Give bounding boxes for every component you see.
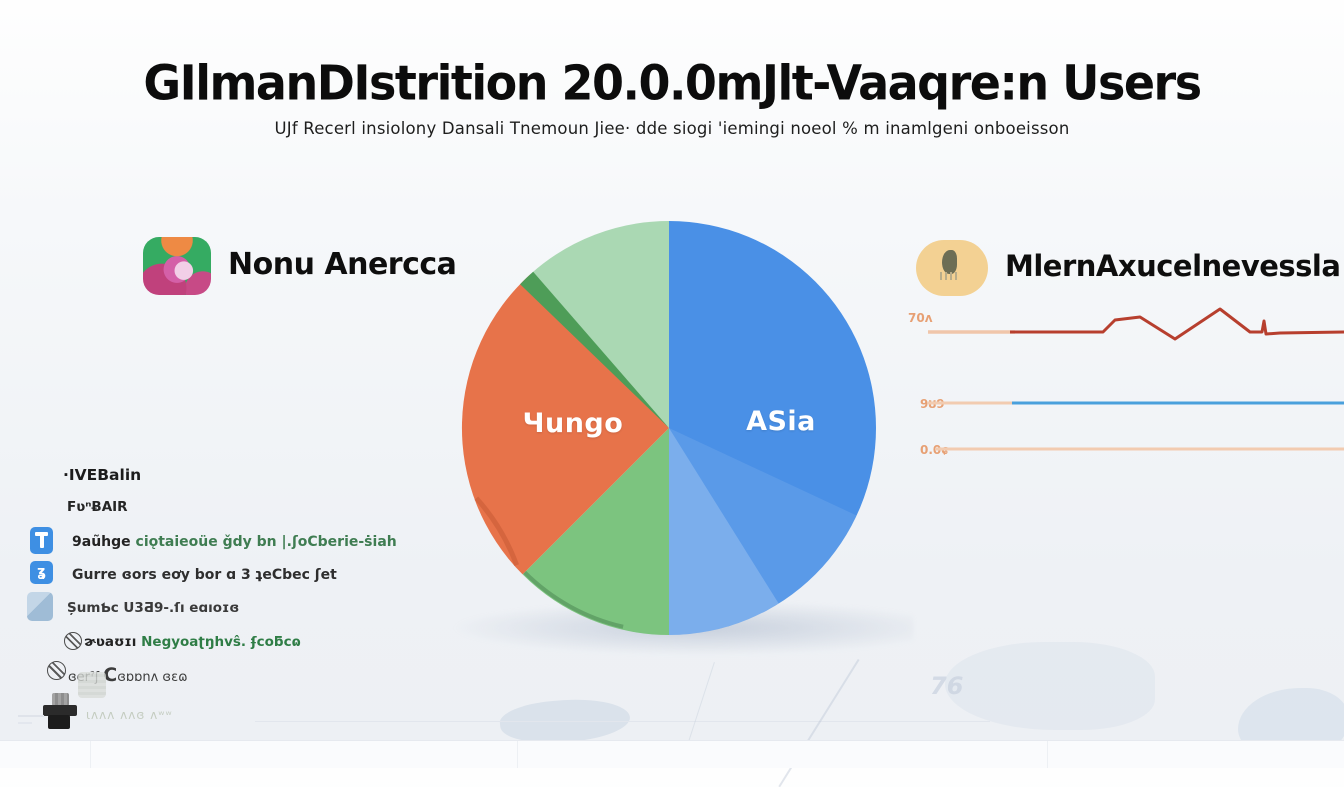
legend-item-7-pre: ɞerˀʃ	[68, 670, 104, 685]
legend-item-5: ȘumƄc U3Ƌ9-.ſı eɑıoɪɞ	[67, 600, 240, 616]
hatched-circle-icon	[64, 632, 82, 650]
hatched-circle-icon	[47, 661, 66, 680]
printer-mid	[43, 705, 77, 716]
pie-overlay-pale	[669, 428, 857, 636]
right-section-heading: MlernAxucelnevessla	[1005, 249, 1341, 283]
pie-slice-europe	[461, 274, 669, 575]
pie-overlay-light	[669, 428, 779, 636]
printer-top	[52, 693, 69, 706]
legend-item-3-dark: 9aũhge	[72, 534, 136, 550]
legend-item-8: ɩʌʌʌ ʌʌɞ ʌʷʷ	[86, 708, 173, 722]
page-title: GIlmanDIstrition 20.0.0mJlt-Vaaqre:n Use…	[143, 54, 1202, 112]
pie-label-europe: Чungo	[522, 408, 624, 439]
pie-slice-green-top	[530, 220, 669, 428]
pie-slice-asia	[669, 220, 877, 636]
pie-rim-sliver	[520, 271, 669, 428]
pie-chart	[461, 220, 877, 636]
legend-item-3-green: ciǫtaieoüe ǧdy bn |.ʃoCberie-ṡiah	[135, 534, 397, 550]
bird-badge-icon	[916, 240, 988, 296]
bottom-strip	[0, 740, 1344, 768]
flag-banner	[35, 532, 48, 536]
hand-icon: ʓ	[30, 561, 53, 584]
faint-diagonal-line	[686, 662, 715, 748]
legend-item-6-dark: ɚʋаʊɪı	[84, 634, 142, 650]
sparkline-chart: 70ʌ 9ȣ9 0.0ɕ	[908, 307, 1344, 457]
bottom-separator	[90, 741, 91, 768]
faint-dash	[18, 722, 32, 724]
legend-item-1: ·IVEBalin	[63, 466, 142, 484]
legend-item-7: ɞerˀʃ Cɞɒɒnʌ ɞɛɷ	[68, 664, 188, 686]
spark-label-3: 0.0ɕ	[920, 443, 948, 457]
bottom-separator	[517, 741, 518, 768]
flag-pole	[40, 534, 44, 548]
legend-item-2: FʋⁿɃAIR	[67, 499, 128, 515]
pie-orange-edge-arc	[474, 496, 519, 566]
pie-label-asia: ASia	[746, 406, 816, 437]
faint-horizontal-line	[255, 721, 990, 722]
legend-item-3: 9aũhge ciǫtaieoüe ǧdy bn |.ʃoCberie-ṡiah	[72, 534, 397, 550]
pie-slice-green-bottom	[522, 428, 669, 636]
left-section-heading: Nonu Anercca	[228, 247, 457, 282]
legend-item-7-post: ɞɒɒnʌ ɞɛɷ	[117, 670, 188, 685]
legend-item-4: Gurre ɞors eơy bor ɑ 3 ʇeCbec ʃet	[72, 567, 337, 583]
legend-item-6-green: Negyoaʈŋhvŝ. ʄcoƃcɷ	[141, 634, 301, 650]
bird-glyph-icon	[940, 250, 958, 280]
red-line	[1010, 307, 1344, 341]
faint-watermark: 76	[930, 672, 964, 700]
legend-item-6: ɚʋаʊɪı Negyoaʈŋhvŝ. ʄcoƃcɷ	[84, 634, 301, 650]
spark-label-1: 70ʌ	[908, 311, 933, 325]
page-subtitle: UJf Recerl insiolony Dansali Tnemoun Jie…	[274, 119, 1070, 138]
photo-icon	[27, 592, 53, 621]
printer-bottom	[48, 715, 70, 729]
flag-icon	[30, 527, 53, 554]
pie-inner-arc	[523, 570, 624, 629]
north-america-logo-icon	[143, 237, 211, 295]
faint-dash	[18, 715, 44, 717]
bottom-separator	[1047, 741, 1048, 768]
faint-shape	[945, 642, 1155, 730]
legend-item-7-bigc: C	[103, 664, 118, 686]
printer-icon	[43, 693, 79, 729]
